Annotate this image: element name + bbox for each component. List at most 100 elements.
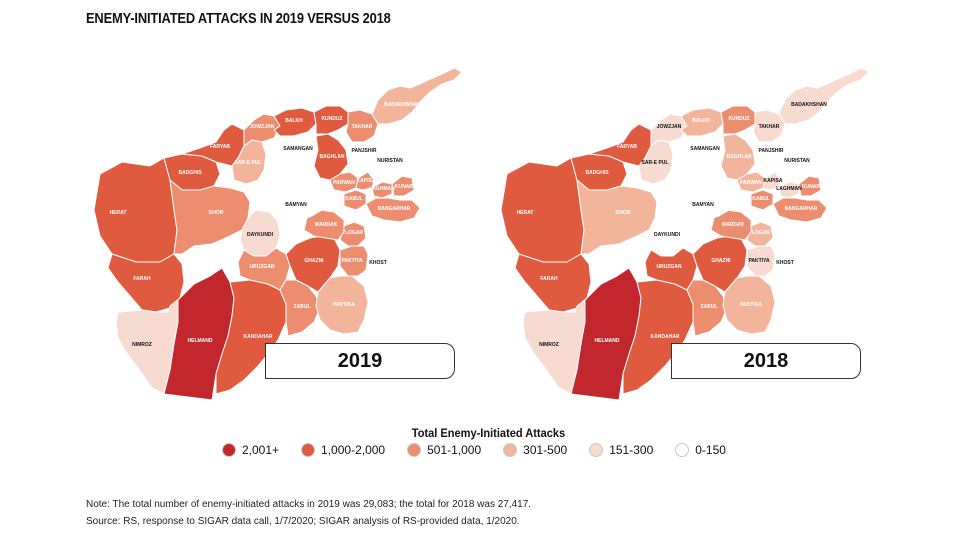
province-panjshir xyxy=(756,141,784,163)
legend-label: 1,000-2,000 xyxy=(321,443,386,457)
province-label: KHOST xyxy=(776,260,794,266)
province-label: WARDAK xyxy=(315,222,338,228)
note-text: Note: The total number of enemy-initiate… xyxy=(86,499,532,510)
province-label: PARWAN xyxy=(740,180,762,186)
legend-swatch xyxy=(589,443,604,457)
province-label: KANDAHAR xyxy=(244,334,273,340)
province-label: NURISTAN xyxy=(784,158,810,164)
province-badakhshan xyxy=(371,67,463,125)
province-label: GHOR xyxy=(616,210,631,216)
province-zabul xyxy=(686,279,728,337)
province-label: URUZGAN xyxy=(657,264,682,270)
page-title: ENEMY-INITIATED ATTACKS IN 2019 VERSUS 2… xyxy=(86,10,391,27)
province-label: URUZGAN xyxy=(250,264,275,270)
province-label: NIMROZ xyxy=(132,342,152,348)
province-label: HERAT xyxy=(517,210,534,216)
province-bamyan xyxy=(269,189,323,221)
legend-title: Total Enemy-Initiated Attacks xyxy=(411,426,566,440)
province-nuristan xyxy=(375,149,407,175)
province-label: NANGARHAR xyxy=(378,206,411,212)
legend-label: 151-300 xyxy=(609,443,654,457)
province-khost xyxy=(772,249,800,279)
legend-item: 301-500 xyxy=(503,443,567,457)
province-daykundi xyxy=(646,209,688,257)
province-herat xyxy=(500,157,585,263)
province-kunar xyxy=(391,175,415,197)
province-label: NURISTAN xyxy=(377,158,403,164)
province-kunduz xyxy=(313,105,349,135)
legend-swatch xyxy=(222,443,236,457)
province-wardak xyxy=(303,209,345,241)
map-2018: HERAT FARAH NIMROZ HELMAND KANDAHAR BADGHIS FA… xyxy=(489,50,870,401)
province-label: GHAZNI xyxy=(304,258,324,264)
province-label: BAMYAN xyxy=(285,202,307,208)
map-2019: HERAT FARAH NIMROZ HELMAND KANDAHAR BADGHIS FA… xyxy=(82,50,463,401)
province-badakhshan xyxy=(778,67,870,125)
legend-item: 2,001+ xyxy=(222,443,279,457)
province-label: BALKH xyxy=(285,118,303,124)
province-label: PAKTIKA xyxy=(740,302,762,308)
province-label: DAYKUNDI xyxy=(654,232,681,238)
province-label: DAYKUNDI xyxy=(247,232,274,238)
province-label: SAR-E PUL xyxy=(642,160,669,166)
source-text: Source: RS, response to SIGAR data call,… xyxy=(86,516,520,527)
province-ghazni xyxy=(285,235,341,293)
province-label: JOWZJAN xyxy=(250,124,275,130)
legend: 2,001+ 1,000-2,000 501-1,000 301-500 151… xyxy=(222,443,748,457)
province-sar-e-pul xyxy=(231,139,267,185)
legend-item: 0-150 xyxy=(675,443,726,457)
province-laghman xyxy=(371,181,393,199)
province-label: BADAKHSHAN xyxy=(384,102,420,108)
province-label: WARDAK xyxy=(722,222,745,228)
province-label: SAMANGAN xyxy=(283,146,313,152)
province-bamyan xyxy=(676,189,730,221)
province-label: BAGHLAN xyxy=(320,154,345,160)
province-ghor xyxy=(576,179,658,255)
province-label: ZABUL xyxy=(294,304,311,310)
province-label: KUNAR xyxy=(395,184,413,190)
province-label: FARAH xyxy=(540,276,558,282)
province-label: ZABUL xyxy=(701,304,718,310)
province-label: KABUL xyxy=(345,196,363,202)
province-label: BADGHIS xyxy=(178,170,202,176)
province-takhar xyxy=(752,109,786,143)
province-label: KHOST xyxy=(369,260,387,266)
province-samangan xyxy=(686,131,726,165)
province-khost xyxy=(365,249,393,279)
province-takhar xyxy=(345,109,379,143)
province-label: KUNDUZ xyxy=(321,116,342,122)
province-label: GHOR xyxy=(209,210,224,216)
province-label: HELMAND xyxy=(188,338,213,344)
province-label: PAKTIYA xyxy=(341,258,363,264)
province-logar xyxy=(746,221,774,247)
province-ghazni xyxy=(692,235,748,293)
province-kunar xyxy=(798,175,822,197)
province-label: LAGHMAN xyxy=(369,186,395,192)
province-label: TAKHAR xyxy=(759,124,780,130)
legend-item: 1,000-2,000 xyxy=(301,443,385,457)
province-label: NANGARHAR xyxy=(785,206,818,212)
province-label: NIMROZ xyxy=(539,342,559,348)
province-zabul xyxy=(279,279,321,337)
map-2019-svg: HERAT FARAH NIMROZ HELMAND KANDAHAR BADGHIS FA… xyxy=(93,67,463,401)
map-2018-svg: HERAT FARAH NIMROZ HELMAND KANDAHAR BADGHIS FA… xyxy=(500,67,870,401)
province-label: LOGAR xyxy=(345,230,363,236)
year-label-2018: 2018 xyxy=(671,343,861,379)
province-label: KANDAHAR xyxy=(651,334,680,340)
province-label: HELMAND xyxy=(595,338,620,344)
province-label: KUNAR xyxy=(802,184,820,190)
legend-label: 501-1,000 xyxy=(427,443,482,457)
province-paktika xyxy=(722,275,776,335)
province-label: PANJSHIR xyxy=(759,148,784,154)
province-ghor xyxy=(169,179,251,255)
legend-label: 301-500 xyxy=(523,443,568,457)
province-label: PAKTIYA xyxy=(748,258,770,264)
province-label: BADGHIS xyxy=(585,170,609,176)
province-daykundi xyxy=(239,209,281,257)
province-label: PAKTIKA xyxy=(333,302,355,308)
legend-swatch xyxy=(407,443,422,457)
province-label: KAPISA xyxy=(357,178,376,184)
province-label: FARYAB xyxy=(617,144,637,150)
legend-label: 2,001+ xyxy=(242,443,280,457)
province-label: KABUL xyxy=(752,196,770,202)
